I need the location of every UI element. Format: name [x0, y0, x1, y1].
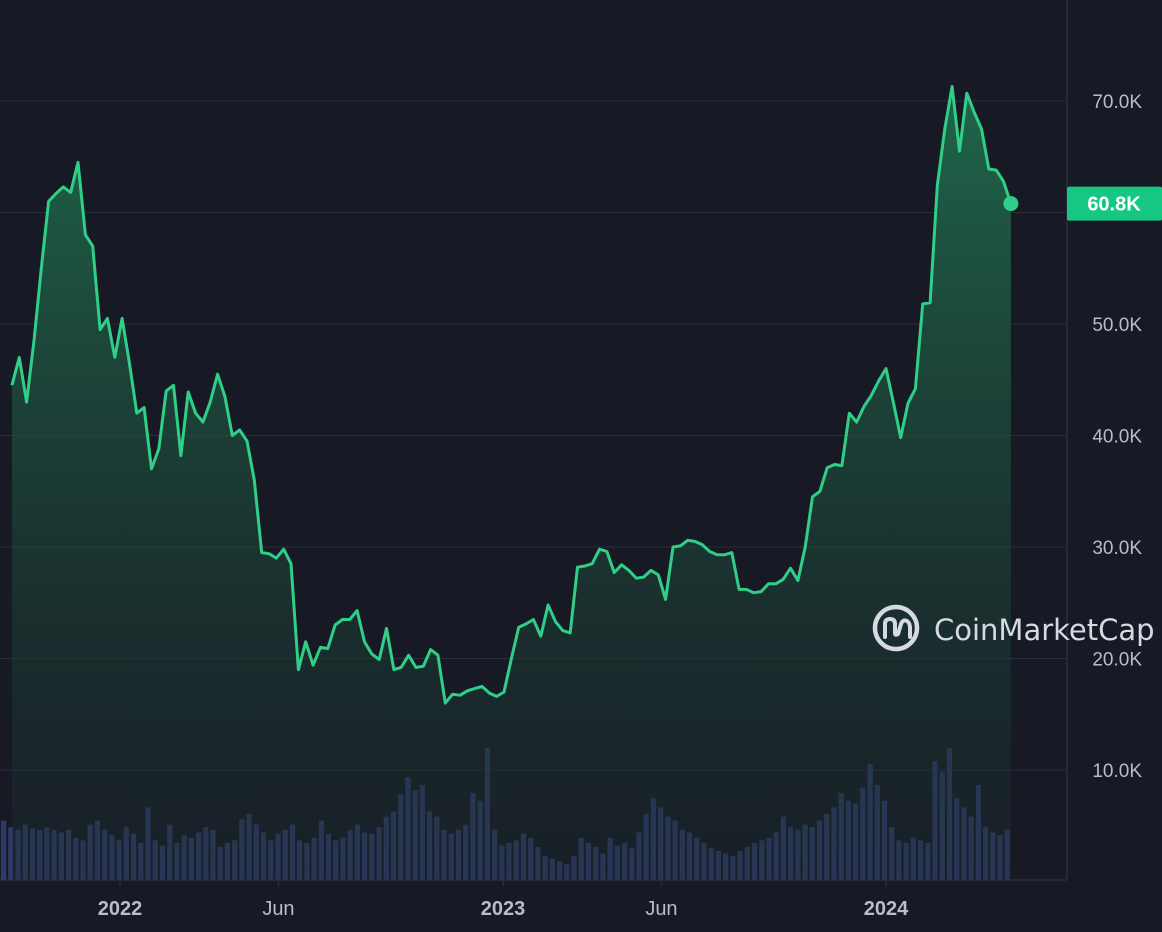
x-tick-label: Jun [645, 898, 677, 920]
y-tick-label: 70.0K [1092, 92, 1142, 113]
watermark-text: CoinMarketCap [934, 613, 1155, 647]
y-axis-labels: 10.0K 20.0K 30.0K 40.0K 50.0K 70.0K [1092, 92, 1142, 782]
volume-bar [8, 827, 14, 880]
coinmarketcap-watermark: CoinMarketCap [872, 604, 1155, 652]
current-price-tag-bg [1067, 186, 1162, 221]
x-tick-label: 2024 [864, 898, 909, 920]
volume-bar [1, 820, 7, 880]
y-tick-label: 50.0K [1092, 315, 1142, 336]
coinmarketcap-logo-icon [872, 604, 920, 652]
x-axis-labels: 2022 Jun 2023 Jun 2024 [98, 880, 909, 920]
y-tick-label: 10.0K [1092, 761, 1142, 782]
price-line [10, 85, 1013, 705]
current-price-label: 60.8K [1087, 194, 1141, 216]
y-tick-label: 40.0K [1092, 427, 1142, 448]
y-tick-label: 30.0K [1092, 538, 1142, 559]
x-tick-label: 2022 [98, 898, 143, 920]
x-tick-label: Jun [262, 898, 294, 920]
current-price-dot [1003, 196, 1019, 212]
y-tick-label: 20.0K [1092, 650, 1142, 671]
price-area-fill [11, 86, 1011, 880]
x-tick-label: 2023 [481, 898, 526, 920]
current-price-tag: 60.8K [1067, 186, 1162, 221]
